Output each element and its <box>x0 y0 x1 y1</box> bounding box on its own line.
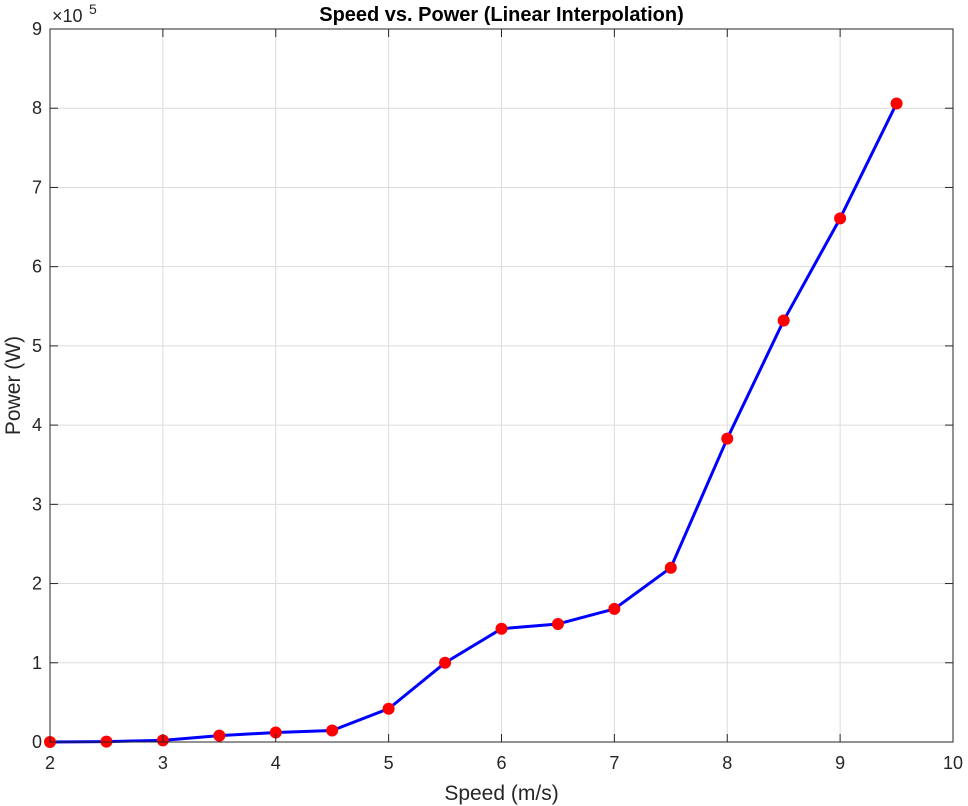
x-tick-label: 10 <box>943 753 963 773</box>
y-tick-label: 4 <box>32 415 42 435</box>
y-axis-label: Power (W) <box>2 336 25 435</box>
x-axis-label: Speed (m/s) <box>444 782 558 805</box>
data-point-marker <box>890 97 903 110</box>
x-tick-label: 4 <box>271 753 281 773</box>
y-tick-label: 2 <box>32 574 42 594</box>
data-point-marker <box>551 617 564 630</box>
data-point-marker <box>495 622 508 635</box>
y-exponent-power: 5 <box>89 1 97 17</box>
data-point-marker <box>834 212 847 225</box>
x-tick-label: 8 <box>722 753 732 773</box>
data-point-marker <box>608 602 621 615</box>
series-layer <box>44 97 903 748</box>
data-point-marker <box>326 724 339 737</box>
x-tick-label: 6 <box>496 753 506 773</box>
y-tick-label: 3 <box>32 494 42 514</box>
y-tick-label: 0 <box>32 732 42 752</box>
data-point-marker <box>213 729 226 742</box>
series-line <box>49 102 898 744</box>
y-tick-label: 9 <box>32 19 42 39</box>
y-tick-label: 5 <box>32 336 42 356</box>
y-tick-label: 8 <box>32 98 42 118</box>
grid-lines <box>49 28 954 743</box>
y-axis-exponent: ×10 5 <box>52 1 97 26</box>
x-tick-label: 7 <box>609 753 619 773</box>
y-tick-label: 1 <box>32 653 42 673</box>
x-tick-label: 3 <box>158 753 168 773</box>
data-point-marker <box>721 432 734 445</box>
y-exponent-base: ×10 <box>52 6 83 26</box>
ticks: 2 3 4 5 6 7 8 9 10 0 1 2 3 4 5 6 7 8 9 <box>32 19 963 773</box>
x-tick-label: 2 <box>45 753 55 773</box>
data-point-marker <box>439 656 452 669</box>
data-point-marker <box>777 314 790 327</box>
data-point-marker <box>269 726 282 739</box>
data-point-marker <box>382 702 395 715</box>
y-tick-label: 6 <box>32 257 42 277</box>
x-tick-label: 5 <box>384 753 394 773</box>
y-tick-label: 7 <box>32 177 42 197</box>
chart-title: Speed vs. Power (Linear Interpolation) <box>319 4 684 26</box>
data-point-marker <box>664 561 677 574</box>
x-tick-label: 9 <box>835 753 845 773</box>
